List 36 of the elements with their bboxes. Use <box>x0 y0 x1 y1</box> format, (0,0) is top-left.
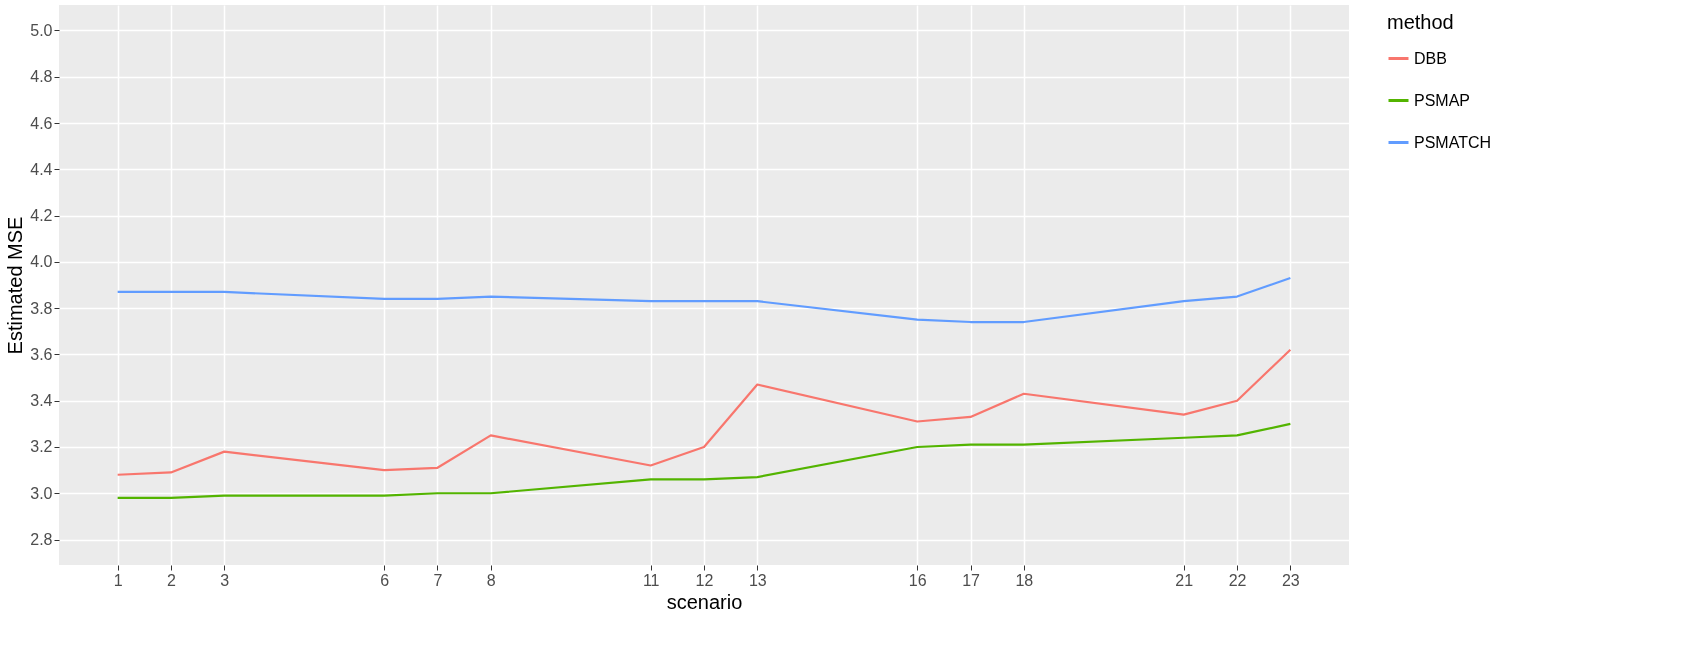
x-tick-label: 17 <box>962 571 981 589</box>
line-series <box>116 348 1292 476</box>
x-tick-label: 21 <box>1175 571 1194 589</box>
x-tick-label: 1 <box>113 571 123 589</box>
x-tick-label: 3 <box>220 571 230 589</box>
legend-label: PSMAP <box>1414 91 1471 109</box>
legend-label: PSMATCH <box>1414 133 1492 151</box>
line-series <box>116 422 1292 499</box>
x-tick-label: 11 <box>642 571 660 589</box>
y-tick-label: 4.2 <box>30 207 53 225</box>
y-tick-label: 4.0 <box>30 253 53 271</box>
y-tick-label: 4.4 <box>30 160 53 178</box>
y-tick-label: 3.2 <box>30 438 53 456</box>
y-tick-label: 2.8 <box>30 531 53 549</box>
x-tick-label: 12 <box>695 571 714 589</box>
legend-title: method <box>1387 11 1454 33</box>
x-tick-label: 23 <box>1281 571 1300 589</box>
x-axis-title: scenario <box>666 590 743 613</box>
x-tick-label: 13 <box>748 571 767 589</box>
y-tick-label: 4.8 <box>30 68 53 86</box>
x-tick-label: 22 <box>1228 571 1247 589</box>
y-tick-label: 3.4 <box>30 392 53 410</box>
x-tick-label: 8 <box>486 571 496 589</box>
x-tick-label: 7 <box>433 571 443 589</box>
y-tick-label: 3.8 <box>30 299 53 317</box>
y-tick-label: 3.6 <box>30 345 53 363</box>
x-tick-label: 2 <box>166 571 176 589</box>
y-tick-label: 3.0 <box>30 484 53 502</box>
x-tick-label: 16 <box>908 571 927 589</box>
y-axis-title: Estimated MSE <box>4 216 27 355</box>
x-tick-label: 6 <box>380 571 390 589</box>
y-tick-label: 4.6 <box>30 114 53 132</box>
line-series <box>116 276 1292 324</box>
y-tick-label: 5.0 <box>30 21 53 39</box>
x-tick-label: 18 <box>1015 571 1034 589</box>
legend-label: DBB <box>1414 49 1447 67</box>
